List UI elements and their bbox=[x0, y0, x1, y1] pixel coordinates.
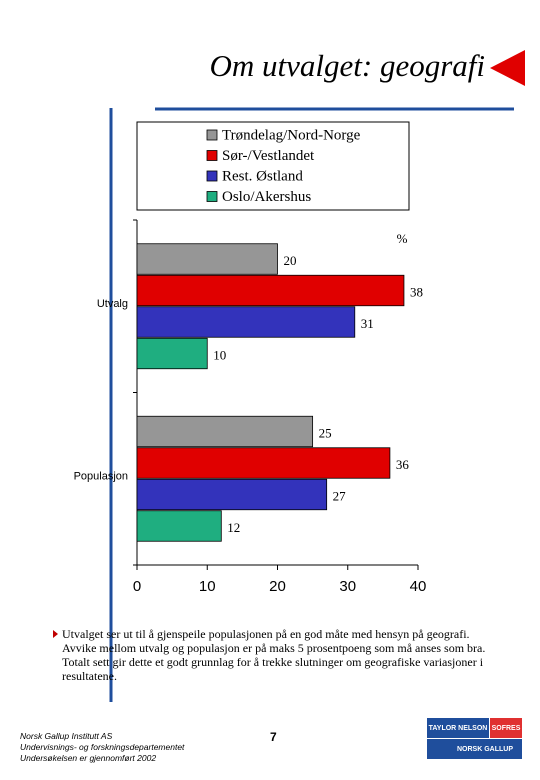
legend-box bbox=[136, 121, 410, 211]
data-label: 20 bbox=[284, 253, 297, 268]
logo-box bbox=[490, 718, 522, 738]
data-label: 36 bbox=[396, 457, 410, 472]
bullet-marker bbox=[53, 630, 58, 638]
logo-text: SOFRES bbox=[492, 725, 521, 732]
logo-text: NORSK GALLUP bbox=[457, 746, 513, 753]
legend-label: Oslo/Akershus bbox=[222, 189, 311, 205]
legend-swatch bbox=[206, 170, 218, 182]
bar bbox=[136, 243, 278, 275]
logo-text: TAYLOR NELSON bbox=[429, 725, 488, 732]
legend-label: Rest. Østland bbox=[222, 168, 303, 184]
footer-line: Undervisnings- og forskningsdepartemente… bbox=[20, 742, 185, 752]
footer: Norsk Gallup Institutt AS Undervisnings-… bbox=[20, 731, 184, 764]
legend-swatch bbox=[206, 150, 218, 161]
slide-title: Om utvalget: geografi bbox=[209, 48, 485, 83]
legend-swatch bbox=[206, 129, 218, 141]
unit-label: % bbox=[397, 231, 408, 246]
x-tick-label: 10 bbox=[199, 578, 216, 595]
logo: TAYLOR NELSON SOFRES NORSK GALLUP bbox=[427, 718, 522, 759]
data-label: 10 bbox=[213, 347, 226, 362]
data-label: 12 bbox=[227, 520, 240, 535]
plot: % 0 10 20 30 40 Utvalg 20 38 31 10 Populasjon 25 36 27… bbox=[74, 219, 427, 595]
data-label: 25 bbox=[319, 425, 332, 440]
bullet-body: Utvalget ser ut til å gjenspeile populas… bbox=[62, 627, 486, 683]
legend: Trøndelag/Nord-Norge Sør-/Vestlandet Rest.… bbox=[206, 127, 361, 205]
legend-swatch bbox=[206, 191, 218, 202]
data-label: 31 bbox=[361, 316, 374, 331]
legend-label: Sør-/Vestlandet bbox=[222, 148, 315, 164]
data-label: 27 bbox=[333, 488, 347, 503]
y-tick-label: Utvalg bbox=[97, 298, 128, 310]
x-tick-label: 30 bbox=[339, 578, 356, 595]
title-triangle bbox=[490, 50, 525, 86]
page-number: 7 bbox=[270, 730, 277, 744]
bar bbox=[136, 274, 405, 307]
x-tick-label: 0 bbox=[133, 578, 141, 595]
bar bbox=[136, 447, 391, 479]
x-tick-label: 20 bbox=[269, 578, 286, 595]
footer-line: Norsk Gallup Institutt AS bbox=[20, 731, 113, 741]
bar bbox=[136, 415, 314, 448]
footer-line: Undersøkelsen er gjennomført 2002 bbox=[20, 753, 157, 763]
legend-label: Trøndelag/Nord-Norge bbox=[222, 127, 361, 143]
bar bbox=[136, 337, 208, 370]
y-tick-label: Populasjon bbox=[74, 471, 128, 483]
data-label: 38 bbox=[410, 284, 423, 299]
bar bbox=[136, 510, 222, 542]
x-tick-label: 40 bbox=[410, 578, 427, 595]
bar bbox=[136, 478, 328, 511]
logo-box bbox=[427, 739, 522, 759]
logo-box bbox=[427, 718, 489, 738]
bullet-text: Utvalget ser ut til å gjenspeile populas… bbox=[53, 627, 502, 683]
bar bbox=[136, 306, 356, 338]
